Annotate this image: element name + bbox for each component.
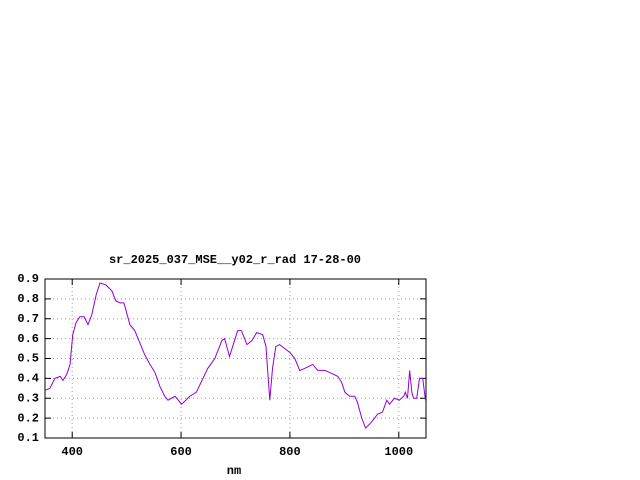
y-tick-label: 0.3 bbox=[17, 391, 39, 405]
y-tick-label: 0.4 bbox=[17, 372, 39, 386]
plot-frame bbox=[44, 278, 427, 439]
y-tick-label: 0.1 bbox=[17, 431, 39, 445]
y-tick-label: 0.5 bbox=[17, 352, 39, 366]
x-axis-label: nm bbox=[227, 464, 241, 478]
y-tick-label: 0.6 bbox=[17, 332, 39, 346]
chart-title: sr_2025_037_MSE__y02_r_rad 17-28-00 bbox=[109, 253, 361, 267]
y-tick-label: 0.8 bbox=[17, 292, 39, 306]
y-tick-label: 0.2 bbox=[17, 411, 39, 425]
data-line bbox=[44, 282, 426, 429]
x-tick-label: 600 bbox=[170, 445, 192, 459]
x-tick-label: 1000 bbox=[384, 445, 413, 459]
x-tick-label: 800 bbox=[279, 445, 301, 459]
y-tick-label: 0.9 bbox=[17, 272, 39, 286]
x-tick-label: 400 bbox=[61, 445, 83, 459]
y-tick-label: 0.7 bbox=[17, 312, 39, 326]
